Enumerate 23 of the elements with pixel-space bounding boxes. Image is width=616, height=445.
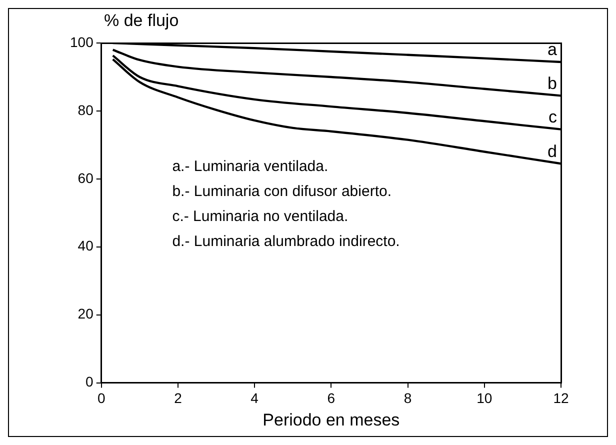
x-tick-label: 4 bbox=[250, 390, 259, 406]
x-tick-label: 0 bbox=[97, 390, 106, 406]
y-tick-label: 100 bbox=[70, 34, 94, 50]
y-tick-label: 80 bbox=[78, 102, 94, 118]
y-tick-label: 20 bbox=[78, 306, 94, 322]
x-tick-label: 6 bbox=[327, 390, 336, 406]
annotation: a.- Luminaria ventilada. bbox=[172, 158, 328, 176]
series-label: d bbox=[548, 142, 557, 161]
annotation: c.- Luminaria no ventilada. bbox=[172, 208, 348, 226]
y-axis-title: % de flujo bbox=[104, 11, 179, 31]
x-tick-label: 2 bbox=[174, 390, 182, 406]
x-tick-label: 8 bbox=[404, 390, 412, 406]
annotation: d.- Luminaria alumbrado indirecto. bbox=[172, 233, 400, 250]
y-tick-label: 60 bbox=[78, 170, 94, 186]
series-label: a bbox=[548, 40, 558, 60]
y-tick-label: 0 bbox=[86, 374, 94, 390]
x-tick-label: 10 bbox=[476, 390, 492, 406]
x-tick-label: 12 bbox=[553, 390, 569, 406]
x-axis-title: Periodo en meses bbox=[262, 410, 400, 430]
annotation: b.- Luminaria con difusor abierto. bbox=[172, 183, 392, 200]
y-tick-label: 40 bbox=[78, 238, 94, 254]
series-label: b bbox=[548, 74, 557, 93]
series-label: c bbox=[548, 107, 558, 126]
